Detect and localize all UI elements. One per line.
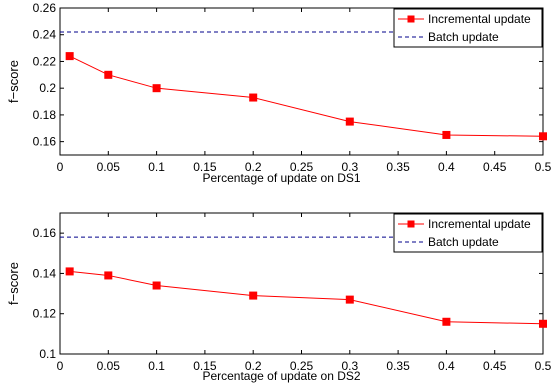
series-incremental-update [65,267,547,328]
legend-label: Batch update [428,30,499,44]
y-tick-label: 0.16 [33,135,57,149]
x-tick-label: 0.35 [386,359,410,373]
y-axis-label: f−score [6,262,21,305]
legend-marker [407,220,415,228]
legend-label: Incremental update [428,217,531,231]
x-tick-label: 0.3 [341,160,358,174]
data-point [249,93,258,102]
legend-marker [407,15,415,23]
y-tick-label: 0.26 [33,1,57,15]
x-tick-label: 0.2 [245,359,262,373]
data-point [345,117,354,126]
x-tick-label: 0.05 [97,160,121,174]
x-tick-label: 0.1 [148,160,165,174]
y-tick-label: 0.18 [33,108,57,122]
data-point [104,271,113,280]
x-tick-label: 0.05 [97,359,121,373]
chart-panel-1: 0 0.05 0.1 0.15 0.2 0.25 0.3 0.35 0.4 0.45 0.5 0.16… [6,1,552,185]
data-point [249,291,258,300]
chart-panel-2: 0 0.05 0.1 0.15 0.2 0.25 0.3 0.35 0.4 0.45 0.5 0.1 0… [6,212,552,383]
legend-label: Batch update [428,235,499,249]
data-point [345,295,354,304]
y-axis-label: f−score [6,60,21,103]
x-tick-label: 0.5 [535,359,552,373]
data-point [152,281,161,290]
x-tick-label: 0.2 [245,160,262,174]
y-tick-label: 0.2 [39,81,56,95]
data-point [442,130,451,139]
x-tick-label: 0.35 [386,160,410,174]
x-tick-label: 0.45 [483,359,507,373]
x-tick-label: 0.3 [341,359,358,373]
data-point [65,267,74,276]
data-point [539,132,547,141]
y-tick-label: 0.1 [39,347,56,361]
x-tick-label: 0 [57,160,64,174]
x-tick-label: 0.5 [535,160,552,174]
x-tick-label: 0.25 [290,359,314,373]
x-tick-label: 0.15 [193,359,217,373]
y-tick-label: 0.14 [33,266,57,280]
legend-label: Incremental update [428,12,531,26]
y-tick-label: 0.12 [33,307,57,321]
y-tick-label: 0.24 [33,28,57,42]
legend-box [393,213,543,253]
data-point [152,84,161,93]
y-tick-label: 0.16 [33,226,57,240]
x-axis-label: Percentage of update on DS2 [202,369,360,383]
x-tick-label: 0.1 [148,359,165,373]
x-tick-label: 0 [57,359,64,373]
data-point [65,52,74,61]
x-tick-label: 0.45 [483,160,507,174]
legend: Incremental update Batch update [393,213,543,253]
series-incremental-update [65,52,547,141]
legend-box [393,8,543,48]
data-point [442,317,451,326]
x-tick-label: 0.25 [290,160,314,174]
x-tick-label: 0.4 [438,359,455,373]
x-axis-label: Percentage of update on DS1 [202,171,360,185]
data-point [539,319,547,328]
data-point [104,70,113,79]
x-tick-label: 0.4 [438,160,455,174]
y-tick-label: 0.22 [33,54,57,68]
legend: Incremental update Batch update [393,8,543,48]
x-tick-label: 0.15 [193,160,217,174]
